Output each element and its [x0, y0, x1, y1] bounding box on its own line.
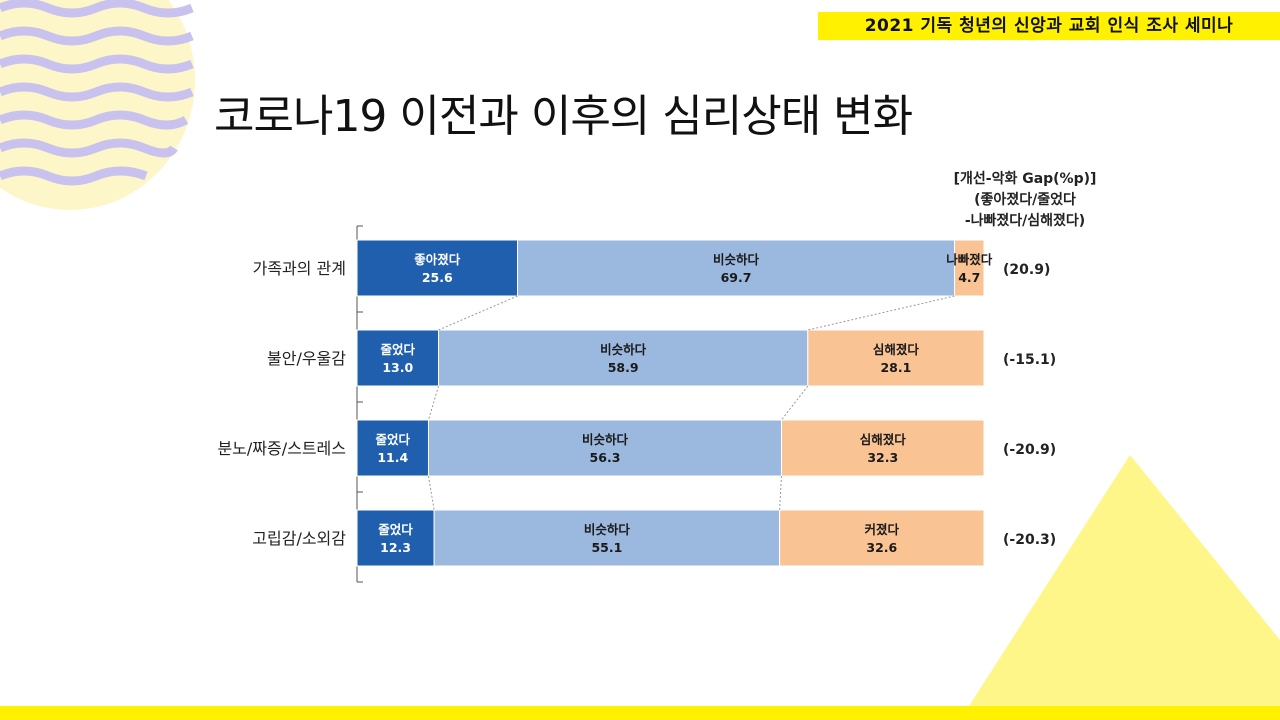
- bar-segment: [356, 239, 519, 297]
- segment-label: 좋아졌다: [414, 252, 461, 267]
- data-label: 11.4: [377, 450, 408, 465]
- wave-pattern: [0, 0, 195, 210]
- slide-title: 코로나19 이전과 이후의 심리상태 변화: [214, 91, 913, 142]
- connector-line: [438, 295, 518, 331]
- data-label: 32.3: [867, 450, 898, 465]
- gap-header-line-2: (좋아졌다/줄었다: [974, 192, 1076, 208]
- connector-line: [428, 385, 439, 421]
- segment-label: 나빠졌다: [946, 252, 993, 267]
- segment-label: 심해졌다: [860, 432, 907, 447]
- bar-segment: [779, 509, 985, 567]
- connector-line: [807, 295, 955, 331]
- segment-label: 비슷하다: [582, 432, 629, 447]
- bar-segment: [427, 419, 782, 477]
- gap-value: (-20.3): [1003, 532, 1056, 548]
- data-label: 28.1: [880, 360, 911, 375]
- connector-line: [779, 475, 782, 511]
- category-label: 고립감/소외감: [252, 529, 346, 548]
- connector-line: [781, 385, 809, 421]
- gap-value: (-20.9): [1003, 442, 1056, 458]
- bar-segment: [780, 419, 985, 477]
- data-label: 4.7: [958, 270, 980, 285]
- bar-segment: [438, 329, 809, 387]
- data-label: 32.6: [866, 540, 897, 555]
- data-label: 58.9: [608, 360, 639, 375]
- seminar-banner: 2021 기독 청년의 신앙과 교회 인식 조사 세미나: [818, 12, 1280, 40]
- bar-segment: [356, 509, 435, 567]
- data-label: 25.6: [422, 270, 453, 285]
- bar-segment: [517, 239, 956, 297]
- bottom-strip: [0, 706, 1280, 720]
- segment-label: 줄었다: [375, 432, 410, 447]
- data-label: 56.3: [590, 450, 621, 465]
- segment-label: 비슷하다: [713, 252, 760, 267]
- segment-label: 줄었다: [380, 342, 415, 357]
- bar-segment: [807, 329, 985, 387]
- data-label: 69.7: [721, 270, 752, 285]
- gap-value: (-15.1): [1003, 352, 1056, 368]
- segment-label: 비슷하다: [584, 522, 631, 537]
- bar-segment: [433, 509, 781, 567]
- bar-segment: [356, 419, 429, 477]
- segment-label: 비슷하다: [600, 342, 647, 357]
- connector-line: [427, 475, 435, 511]
- category-label: 분노/짜증/스트레스: [217, 439, 346, 458]
- category-label: 불안/우울감: [267, 349, 346, 368]
- segment-label: 커졌다: [865, 522, 900, 537]
- gap-header-line-3: -나빠졌다/심해졌다): [964, 213, 1086, 229]
- gap-value: (20.9): [1003, 262, 1050, 278]
- bar-segment: [954, 239, 985, 297]
- segment-label: 줄었다: [378, 522, 413, 537]
- data-label: 13.0: [382, 360, 413, 375]
- segment-label: 심해졌다: [873, 342, 920, 357]
- data-label: 12.3: [380, 540, 411, 555]
- gap-header-line-1: [개선-악화 Gap(%p)]: [953, 171, 1097, 187]
- bar-segment: [356, 329, 440, 387]
- gap-header: [개선-악화 Gap(%p)] (좋아졌다/줄었다 -나빠졌다/심해졌다): [880, 169, 1170, 232]
- data-label: 55.1: [591, 540, 622, 555]
- yellow-triangle: [960, 455, 1280, 720]
- category-label: 가족과의 관계: [253, 259, 346, 278]
